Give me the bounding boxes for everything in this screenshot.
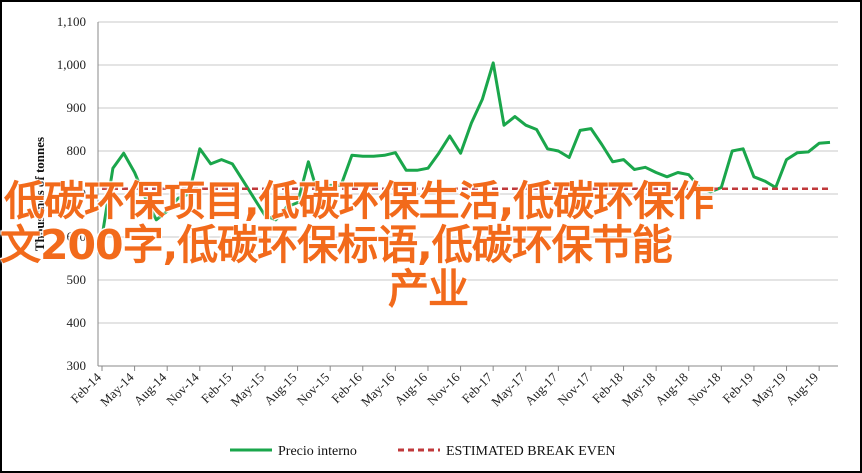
y-tick-label: 800 bbox=[67, 143, 87, 158]
y-axis-ticks: 300 400 500 600 700 800 900 1,000 1,100 Thousands… bbox=[32, 14, 86, 373]
x-tick-label: May-18 bbox=[619, 370, 659, 410]
y-tick-label: 1,000 bbox=[57, 57, 86, 72]
x-tick-label: Nov-14 bbox=[163, 369, 202, 408]
y-tick-label: 600 bbox=[67, 229, 87, 244]
x-tick-label: Aug-19 bbox=[783, 370, 822, 409]
legend-label-precio: Precio interno bbox=[278, 444, 357, 459]
x-tick-label: Aug-17 bbox=[522, 369, 561, 408]
x-tick-label: May-17 bbox=[488, 369, 528, 409]
y-tick-label: 500 bbox=[67, 272, 87, 287]
x-tick-label: Nov-15 bbox=[294, 370, 333, 409]
series-line-0 bbox=[100, 61, 831, 238]
y-axis-label: Thousands of tonnes bbox=[32, 137, 47, 251]
grid-lines bbox=[97, 21, 838, 367]
y-tick-label: 300 bbox=[67, 358, 87, 373]
x-tick-label: Aug-16 bbox=[391, 369, 430, 408]
x-tick-label: Aug-14 bbox=[131, 369, 170, 408]
x-tick-label: Aug-15 bbox=[261, 370, 300, 409]
x-tick-label: Nov-16 bbox=[424, 369, 463, 408]
legend: Precio interno ESTIMATED BREAK EVEN bbox=[230, 444, 616, 459]
overlay-title-line-3: 产业 bbox=[388, 265, 469, 313]
y-tick-label: 700 bbox=[67, 186, 87, 201]
x-tick-label: Nov-17 bbox=[554, 369, 593, 408]
x-tick-label: May-14 bbox=[97, 369, 137, 409]
legend-label-breakeven: ESTIMATED BREAK EVEN bbox=[446, 444, 616, 459]
x-axis-ticks: Feb-14May-14Aug-14Nov-14Feb-15May-15Aug-… bbox=[67, 366, 821, 409]
x-tick-label: May-19 bbox=[749, 370, 789, 410]
y-tick-label: 900 bbox=[67, 100, 87, 115]
x-tick-label: Aug-18 bbox=[652, 370, 691, 409]
y-tick-label: 1,100 bbox=[57, 14, 86, 29]
x-tick-label: May-15 bbox=[227, 370, 267, 410]
series-group bbox=[100, 61, 831, 238]
y-tick-label: 400 bbox=[67, 315, 87, 330]
x-tick-label: Nov-18 bbox=[685, 370, 724, 409]
overlay-title-line-2: 文200字,低碳环保标语,低碳环保节能 bbox=[0, 221, 673, 269]
x-tick-label: May-16 bbox=[358, 369, 398, 409]
overlay-title-line-1: 低碳环保项目,低碳环保生活,低碳环保作 bbox=[4, 177, 714, 225]
